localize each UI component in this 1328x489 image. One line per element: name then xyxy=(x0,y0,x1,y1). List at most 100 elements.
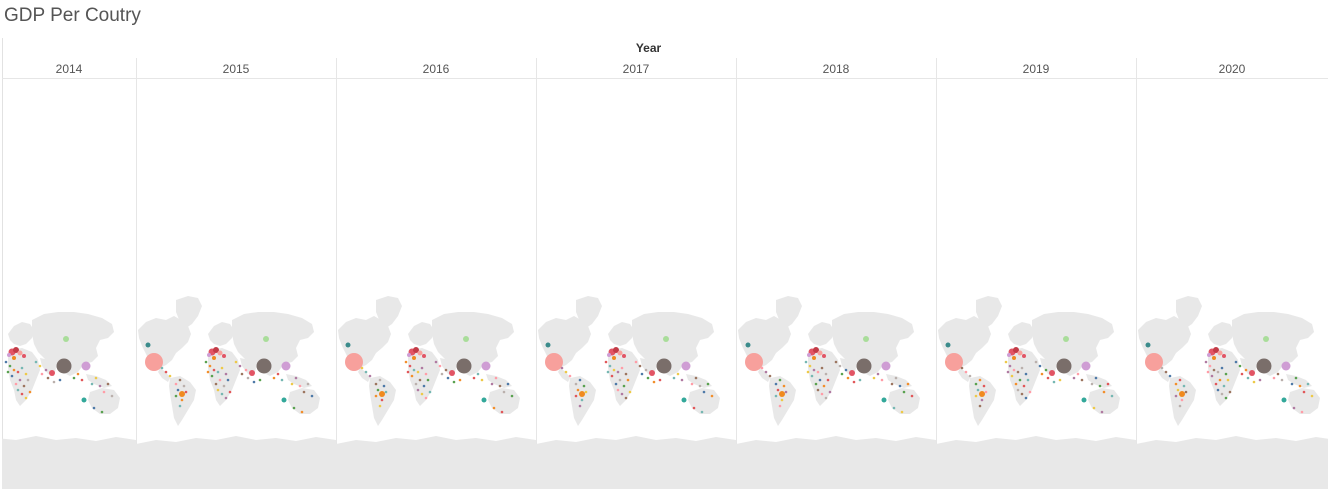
gdp-bubble-small xyxy=(472,376,476,380)
gdp-bubble-small xyxy=(960,366,964,370)
gdp-bubble-small xyxy=(106,382,110,386)
year-header-2019: 2019 xyxy=(1022,62,1050,76)
gdp-bubble-europe xyxy=(13,347,19,353)
gdp-bubble-small xyxy=(178,378,182,382)
gdp-bubble-small xyxy=(694,376,698,380)
gdp-bubble-small xyxy=(1246,376,1250,380)
gdp-bubble-small xyxy=(1006,370,1010,374)
gdp-bubble-europe xyxy=(208,348,216,356)
gdp-bubble-small xyxy=(76,372,80,376)
gdp-bubble-small xyxy=(806,370,810,374)
gdp-bubble-small xyxy=(1024,396,1028,400)
gdp-bubble-small xyxy=(294,376,298,380)
gdp-bubble-australia xyxy=(81,397,87,403)
gdp-bubble-europe xyxy=(217,350,223,356)
gdp-bubble-small xyxy=(276,372,280,376)
gdp-bubble-small xyxy=(574,394,578,398)
gdp-bubble-small xyxy=(1298,384,1302,388)
gdp-bubble-small xyxy=(160,366,164,370)
gdp-bubble-small xyxy=(500,410,504,414)
gdp-bubble-small xyxy=(576,388,580,392)
gdp-bubble-small xyxy=(1024,372,1028,376)
gdp-bubble-small xyxy=(424,396,428,400)
gdp-bubble-small xyxy=(820,392,824,396)
gdp-bubble-small xyxy=(476,372,480,376)
gdp-bubble-japan xyxy=(681,361,691,371)
gdp-bubble-china xyxy=(856,358,872,374)
gdp-bubble-small xyxy=(44,368,48,372)
gdp-bubble-small xyxy=(816,370,820,374)
gdp-bubble-small xyxy=(818,378,822,382)
gdp-bubble-small xyxy=(616,370,620,374)
gdp-bubble-small xyxy=(1240,372,1244,376)
gdp-bubble-small xyxy=(1258,378,1262,382)
gdp-bubble-europe xyxy=(213,347,219,353)
gdp-bubble-small xyxy=(910,394,914,398)
gdp-bubble-europe xyxy=(207,353,211,357)
gdp-bubble-small xyxy=(72,376,76,380)
gdp-bubble-small xyxy=(100,410,104,414)
gdp-bubble-china xyxy=(56,358,72,374)
gdp-bubble-small xyxy=(218,378,222,382)
gdp-bubble-small xyxy=(1092,406,1096,410)
gdp-bubble-small xyxy=(1180,398,1184,402)
gdp-bubble-small xyxy=(364,370,368,374)
world-map-tile xyxy=(536,296,736,489)
gdp-bubble-small xyxy=(272,376,276,380)
gdp-bubble-small xyxy=(1004,360,1008,364)
gdp-bubble-small xyxy=(1020,392,1024,396)
gdp-bubble-small xyxy=(1052,380,1056,384)
gdp-bubble-europe xyxy=(1008,348,1016,356)
gdp-bubble-europe xyxy=(1007,353,1011,357)
gdp-bubble-small xyxy=(444,368,448,372)
gdp-bubble-small xyxy=(234,360,238,364)
gdp-bubble-small xyxy=(638,364,642,368)
gdp-bubble-small xyxy=(980,398,984,402)
gdp-bubble-brazil xyxy=(379,391,385,397)
gdp-bubble-europe xyxy=(607,353,611,357)
gdp-bubble-small xyxy=(1072,376,1076,380)
gdp-bubble-small xyxy=(824,396,828,400)
gdp-bubble-small xyxy=(1300,410,1304,414)
gdp-bubble-small xyxy=(380,398,384,402)
gdp-bubble-small xyxy=(810,374,814,378)
gdp-bubble-small xyxy=(252,380,256,384)
gdp-bubble-small xyxy=(890,382,894,386)
gdp-bubble-japan xyxy=(1281,361,1291,371)
gdp-bubble-europe xyxy=(617,350,623,356)
gdp-bubble-small xyxy=(214,382,218,386)
gdp-bubble-small xyxy=(1016,370,1020,374)
gdp-bubble-small xyxy=(580,398,584,402)
gdp-bubble-small xyxy=(880,378,884,382)
gdp-bubble-japan xyxy=(481,361,491,371)
gdp-bubble-small xyxy=(1174,394,1178,398)
gdp-bubble-small xyxy=(978,404,982,408)
gdp-bubble-small xyxy=(1020,366,1024,370)
gdp-bubble-small xyxy=(220,392,224,396)
gdp-bubble-usa xyxy=(145,353,163,371)
gdp-bubble-small xyxy=(1216,370,1220,374)
gdp-bubble-small xyxy=(216,388,220,392)
gdp-bubble-europe xyxy=(1217,350,1223,356)
gdp-bubble-small xyxy=(228,390,232,394)
gdp-bubble-small xyxy=(608,364,612,368)
gdp-bubble-india xyxy=(1249,370,1255,376)
gdp-bubble-usa xyxy=(345,353,363,371)
gdp-bubble-small xyxy=(814,382,818,386)
gdp-bubble-small xyxy=(10,374,14,378)
gdp-bubble-small xyxy=(840,372,844,376)
gdp-bubble-small xyxy=(416,388,420,392)
gdp-bubble-small xyxy=(420,392,424,396)
gdp-bubble-small xyxy=(1012,368,1016,372)
gdp-bubble-europe xyxy=(1222,354,1226,358)
gdp-bubble-small xyxy=(414,382,418,386)
gdp-bubble-small xyxy=(820,366,824,370)
gdp-bubble-small xyxy=(1022,384,1026,388)
gdp-bubble-small xyxy=(168,374,172,378)
gdp-bubble-small xyxy=(26,378,30,382)
gdp-bubble-canada xyxy=(145,342,151,348)
gdp-bubble-russia xyxy=(63,336,69,342)
gdp-bubble-small xyxy=(894,376,898,380)
gdp-bubble-small xyxy=(440,372,444,376)
gdp-bubble-small xyxy=(310,394,314,398)
